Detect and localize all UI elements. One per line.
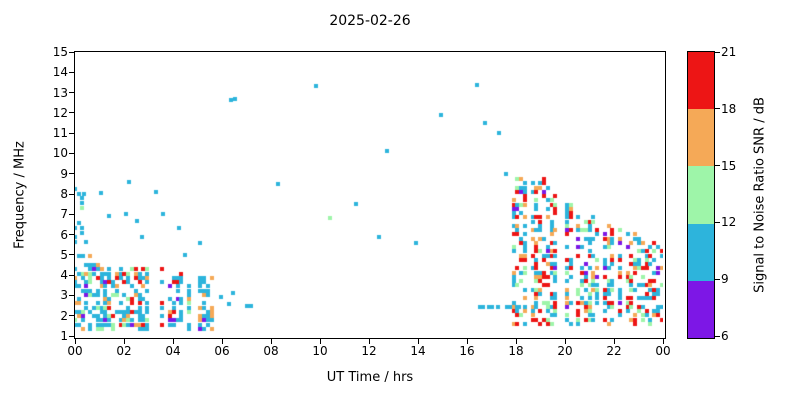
x-tick-mark	[123, 339, 125, 344]
colorbar-tick-label: 15	[721, 158, 737, 173]
y-tick-label: 6	[60, 227, 68, 242]
x-tick-mark	[515, 339, 517, 344]
y-axis-label: Frequency / MHz	[12, 141, 28, 249]
chart-title: 2025-02-26	[329, 13, 411, 29]
colorbar-tick-mark	[715, 165, 720, 167]
colorbar-tick-mark	[715, 335, 720, 337]
y-tick-label: 12	[52, 105, 68, 120]
x-tick-label: 12	[361, 344, 377, 358]
x-tick-mark	[564, 339, 566, 344]
y-tick-label: 10	[52, 146, 68, 161]
x-tick-mark	[172, 339, 174, 344]
y-tick-mark	[69, 274, 74, 276]
x-tick-label: 14	[410, 344, 426, 358]
colorbar-tick-mark	[715, 108, 720, 110]
x-tick-label: 08	[263, 344, 279, 358]
y-tick-label: 3	[60, 288, 68, 303]
y-tick-label: 11	[52, 126, 68, 141]
x-tick-label: 22	[606, 344, 622, 358]
y-tick-mark	[69, 335, 74, 337]
colorbar-tick-mark	[715, 51, 720, 53]
x-tick-label: 18	[508, 344, 524, 358]
x-tick-label: 00	[655, 344, 671, 358]
x-axis-label: UT Time / hrs	[326, 370, 414, 385]
colorbar	[687, 51, 720, 339]
colorbar-tick-labels: 6 9 12 15 18 21	[721, 45, 755, 343]
x-tick-mark	[613, 339, 615, 344]
x-tick-label: 04	[165, 344, 181, 358]
plot-area	[69, 51, 666, 344]
scatter-points-canvas	[75, 52, 663, 336]
y-tick-mark	[69, 315, 74, 317]
colorbar-tick-label: 21	[721, 45, 737, 59]
colorbar-segment-6-9	[688, 280, 714, 339]
y-tick-mark	[69, 71, 74, 73]
y-tick-mark	[69, 193, 74, 195]
colorbar-tick-mark	[715, 278, 720, 280]
y-tick-mark	[69, 234, 74, 236]
x-tick-label: 00	[67, 344, 83, 358]
colorbar-segment-9-12	[688, 223, 714, 281]
y-tick-label: 4	[60, 268, 68, 283]
y-tick-mark	[69, 294, 74, 296]
y-tick-label: 14	[52, 65, 68, 80]
x-tick-mark	[417, 339, 419, 344]
y-tick-label: 2	[60, 308, 68, 323]
colorbar-label: Signal to Noise Ratio SNR / dB	[752, 97, 768, 293]
x-tick-mark	[74, 339, 76, 344]
colorbar-segment-15-18	[688, 109, 714, 167]
y-tick-mark	[69, 132, 74, 134]
y-tick-mark	[69, 92, 74, 94]
x-tick-label: 06	[214, 344, 230, 358]
colorbar-tick-label: 6	[721, 329, 729, 343]
y-tick-label: 5	[60, 247, 68, 262]
y-tick-label: 8	[60, 187, 68, 201]
x-tick-mark	[466, 339, 468, 344]
y-tick-mark	[69, 112, 74, 114]
y-tick-mark	[69, 213, 74, 215]
y-tick-mark	[69, 254, 74, 256]
y-tick-label: 9	[60, 166, 68, 181]
y-tick-label: 7	[60, 207, 68, 222]
y-tick-label: 13	[52, 85, 68, 100]
x-axis-tick-labels: 00 02 04 06 08 10 12 14 16 18 20 22 00	[67, 344, 670, 360]
y-tick-mark	[69, 152, 74, 154]
y-tick-mark	[69, 173, 74, 175]
x-tick-label: 10	[312, 344, 328, 358]
colorbar-segment-18-21	[688, 52, 714, 110]
x-tick-label: 02	[116, 344, 132, 358]
colorbar-tick-label: 18	[721, 101, 737, 116]
colorbar-tick-label: 9	[721, 272, 729, 287]
y-axis-tick-labels: 1 2 3 4 5 6 7 8 9 10 11 12 13 14 15	[30, 45, 68, 343]
x-tick-label: 16	[459, 344, 475, 358]
colorbar-tick-label: 12	[721, 215, 737, 230]
x-tick-mark	[221, 339, 223, 344]
x-tick-mark	[368, 339, 370, 344]
x-tick-mark	[270, 339, 272, 344]
y-tick-mark	[69, 51, 74, 53]
y-tick-label: 1	[60, 329, 68, 343]
x-tick-mark	[662, 339, 664, 344]
colorbar-segment-12-15	[688, 166, 714, 224]
y-tick-label: 15	[52, 45, 68, 59]
x-tick-label: 20	[557, 344, 573, 358]
colorbar-tick-mark	[715, 221, 720, 223]
x-tick-mark	[319, 339, 321, 344]
